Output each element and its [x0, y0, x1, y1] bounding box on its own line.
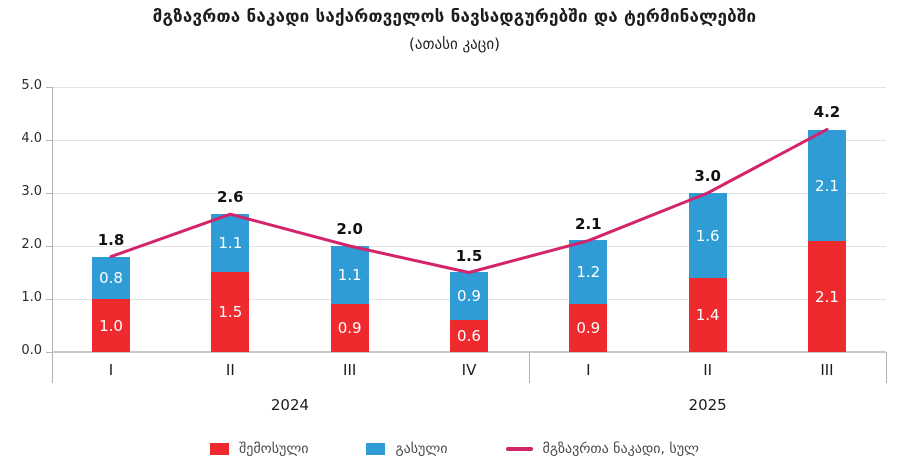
x-axis-category-label: IV	[461, 361, 477, 379]
legend-swatch-total-line	[505, 447, 533, 451]
y-axis-tick	[46, 245, 52, 247]
bar-segment-incoming-label: 0.6	[457, 327, 481, 345]
y-axis-tick-label: 5.0	[21, 78, 42, 93]
bar-total-label: 3.0	[694, 167, 721, 185]
y-axis-tick-label: 0.0	[21, 343, 42, 358]
year-label: 2025	[688, 396, 727, 414]
legend-item-total-line: მგზავრთა ნაკადი, სულ	[505, 441, 699, 457]
bar-segment-incoming-label: 2.1	[815, 287, 839, 306]
chart-title: მგზავრთა ნაკადი საქართველოს ნავსადგურებშ…	[152, 7, 757, 27]
bar-total-label: 1.8	[97, 230, 125, 249]
x-axis-category-label: I	[108, 361, 114, 379]
bar-segment-incoming	[92, 299, 130, 352]
bar-segment-incoming	[688, 278, 727, 352]
y-axis-tick	[46, 192, 52, 194]
y-axis-line	[52, 87, 53, 383]
legend-label-incoming: შემოსული	[239, 441, 309, 457]
axis-right-edge	[886, 352, 887, 383]
gridline	[52, 139, 886, 141]
legend-item-outgoing: გასული	[366, 441, 448, 457]
bar-segment-outgoing-label: 1.6	[695, 226, 720, 245]
y-axis-tick	[46, 351, 52, 353]
year-label: 2024	[270, 396, 310, 414]
y-axis-tick-label: 2.0	[21, 237, 42, 252]
bar-segment-incoming-label: 0.9	[576, 319, 601, 337]
bar-segment-incoming	[211, 272, 250, 352]
bar-segment-incoming-label: 1.4	[695, 306, 720, 324]
bar-segment-outgoing-label: 2.1	[815, 176, 839, 195]
gridline	[52, 192, 886, 194]
legend-swatch-outgoing	[366, 443, 386, 455]
bar-segment-outgoing-label: 1.2	[576, 263, 601, 281]
bar-segment-incoming	[569, 304, 608, 352]
bar-total-label: 2.6	[217, 188, 244, 207]
x-axis-category-label: III	[820, 361, 834, 379]
x-axis-category-label: I	[586, 361, 591, 379]
x-axis-line	[52, 351, 886, 353]
x-axis-category-label: II	[225, 361, 235, 379]
bar-segment-outgoing	[449, 272, 488, 320]
bar-segment-incoming-label: 1.5	[218, 303, 243, 321]
bar-segment-incoming	[330, 304, 369, 352]
bar-segment-outgoing-label: 0.8	[99, 269, 123, 287]
chart-subtitle: (ათასი კაცი)	[409, 35, 500, 53]
y-axis-tick-label: 1.0	[21, 290, 42, 305]
bar-segment-outgoing-label: 1.1	[337, 266, 362, 284]
bar-segment-outgoing-label: 0.9	[457, 287, 481, 305]
legend-label-outgoing: გასული	[395, 441, 448, 457]
y-axis-tick	[46, 86, 52, 88]
bar-total-label: 2.1	[575, 214, 602, 233]
legend-label-total-line: მგზავრთა ნაკადი, სულ	[542, 441, 699, 457]
legend: შემოსული გასული მგზავრთა ნაკადი, სულ	[0, 441, 909, 457]
bar-segment-incoming	[449, 320, 488, 352]
legend-item-incoming: შემოსული	[210, 441, 308, 457]
bar-total-label: 1.5	[455, 246, 483, 265]
bar-total-label: 2.0	[336, 220, 363, 238]
x-axis-category-label: II	[703, 361, 713, 379]
year-separator	[528, 352, 530, 383]
bar-segment-incoming-label: 0.9	[337, 319, 362, 337]
y-axis-tick	[46, 139, 52, 141]
bar-segment-incoming-label: 1.0	[99, 316, 123, 335]
x-axis-category-label: III	[343, 361, 357, 379]
legend-swatch-incoming	[210, 443, 230, 455]
gridline	[52, 86, 886, 88]
bar-total-label: 4.2	[813, 103, 841, 122]
y-axis-tick-label: 3.0	[21, 184, 42, 199]
y-axis-tick	[46, 298, 52, 300]
y-axis-tick-label: 4.0	[21, 131, 42, 146]
bar-segment-outgoing-label: 1.1	[218, 234, 243, 252]
